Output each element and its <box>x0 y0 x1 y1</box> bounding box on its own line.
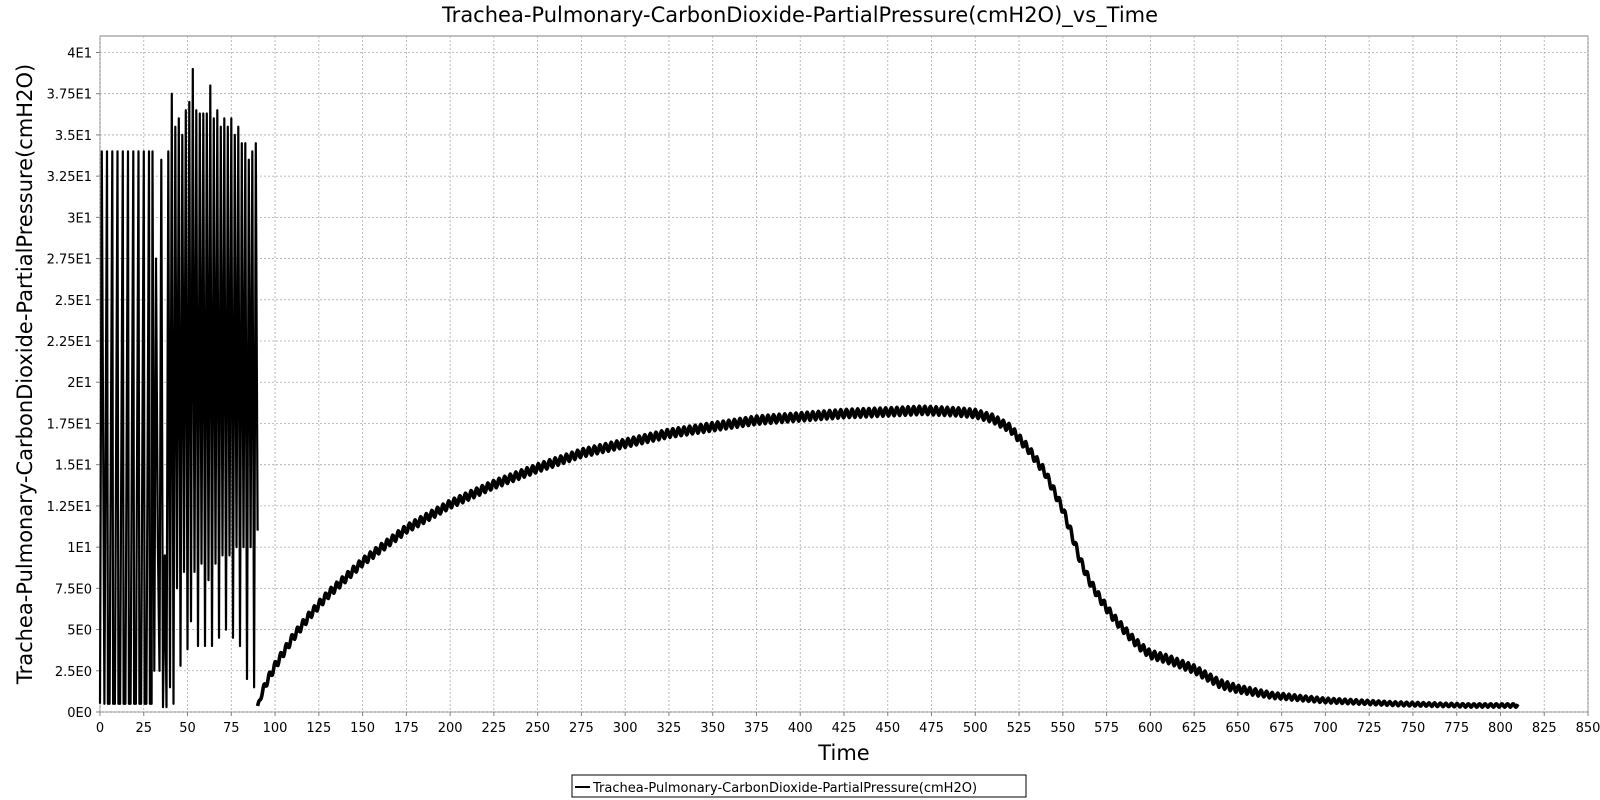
x-tick-label: 775 <box>1444 721 1469 736</box>
y-tick-label: 2.75E1 <box>47 253 92 268</box>
x-tick-label: 525 <box>1007 721 1032 736</box>
x-tick-label: 150 <box>350 721 375 736</box>
x-tick-label: 850 <box>1576 721 1600 736</box>
y-axis-label: Trachea-Pulmonary-CarbonDioxide-PartialP… <box>13 64 37 685</box>
y-tick-label: 3.75E1 <box>47 88 92 103</box>
y-tick-label: 4E1 <box>67 46 92 61</box>
y-axis: 0E0 2.5E0 5E0 7.5E0 1E1 1.25E1 1.5E1 1.75E1 2E1 2… <box>47 46 100 721</box>
x-tick-label: 75 <box>223 721 240 736</box>
x-axis: 0 25 50 75 100 125 150 175 200 225 250 275 300 325 350… <box>96 712 1600 736</box>
x-tick-label: 250 <box>525 721 550 736</box>
x-tick-label: 300 <box>613 721 638 736</box>
y-tick-label: 1.5E1 <box>55 459 92 474</box>
series-line-oscillation <box>98 67 259 709</box>
y-tick-label: 2.5E1 <box>55 294 92 309</box>
x-tick-label: 575 <box>1094 721 1119 736</box>
x-tick-label: 350 <box>700 721 725 736</box>
y-tick-label: 2E1 <box>67 376 92 391</box>
x-tick-label: 100 <box>263 721 288 736</box>
x-tick-label: 550 <box>1050 721 1075 736</box>
chart-title: Trachea-Pulmonary-CarbonDioxide-PartialP… <box>441 3 1158 28</box>
legend-label: Trachea-Pulmonary-CarbonDioxide-PartialP… <box>592 781 977 796</box>
x-tick-label: 725 <box>1357 721 1382 736</box>
y-tick-label: 3E1 <box>67 211 92 226</box>
legend: Trachea-Pulmonary-CarbonDioxide-PartialP… <box>571 774 1027 798</box>
x-tick-label: 25 <box>135 721 152 736</box>
y-tick-label: 0E0 <box>67 706 92 721</box>
x-tick-label: 825 <box>1532 721 1557 736</box>
y-tick-label: 7.5E0 <box>55 582 92 597</box>
x-tick-label: 375 <box>744 721 769 736</box>
x-tick-label: 200 <box>438 721 463 736</box>
x-tick-label: 500 <box>963 721 988 736</box>
y-tick-label: 2.5E0 <box>55 665 92 680</box>
y-tick-label: 1.25E1 <box>47 500 92 515</box>
x-tick-label: 675 <box>1269 721 1294 736</box>
x-tick-label: 700 <box>1313 721 1338 736</box>
x-tick-label: 275 <box>569 721 594 736</box>
y-tick-label: 3.25E1 <box>47 170 92 185</box>
x-tick-label: 175 <box>394 721 419 736</box>
grid-lines <box>99 36 1589 713</box>
x-tick-label: 450 <box>875 721 900 736</box>
y-tick-label: 3.5E1 <box>55 129 92 144</box>
x-axis-label: Time <box>817 741 869 765</box>
x-tick-label: 625 <box>1182 721 1207 736</box>
y-tick-label: 1E1 <box>67 541 92 556</box>
legend-box <box>571 774 1027 798</box>
x-tick-label: 225 <box>481 721 506 736</box>
y-tick-label: 5E0 <box>67 624 92 639</box>
x-tick-label: 50 <box>179 721 196 736</box>
x-tick-label: 325 <box>657 721 682 736</box>
data-series <box>98 67 1520 709</box>
y-tick-label: 2.25E1 <box>47 335 92 350</box>
x-tick-label: 750 <box>1401 721 1426 736</box>
y-tick-label: 1.75E1 <box>47 417 92 432</box>
x-tick-label: 650 <box>1225 721 1250 736</box>
x-tick-label: 475 <box>919 721 944 736</box>
x-tick-label: 800 <box>1488 721 1513 736</box>
x-tick-label: 400 <box>788 721 813 736</box>
x-tick-label: 125 <box>306 721 331 736</box>
x-tick-label: 425 <box>832 721 857 736</box>
x-tick-label: 600 <box>1138 721 1163 736</box>
series-line-recovery <box>255 404 1520 709</box>
x-tick-label: 0 <box>96 721 104 736</box>
